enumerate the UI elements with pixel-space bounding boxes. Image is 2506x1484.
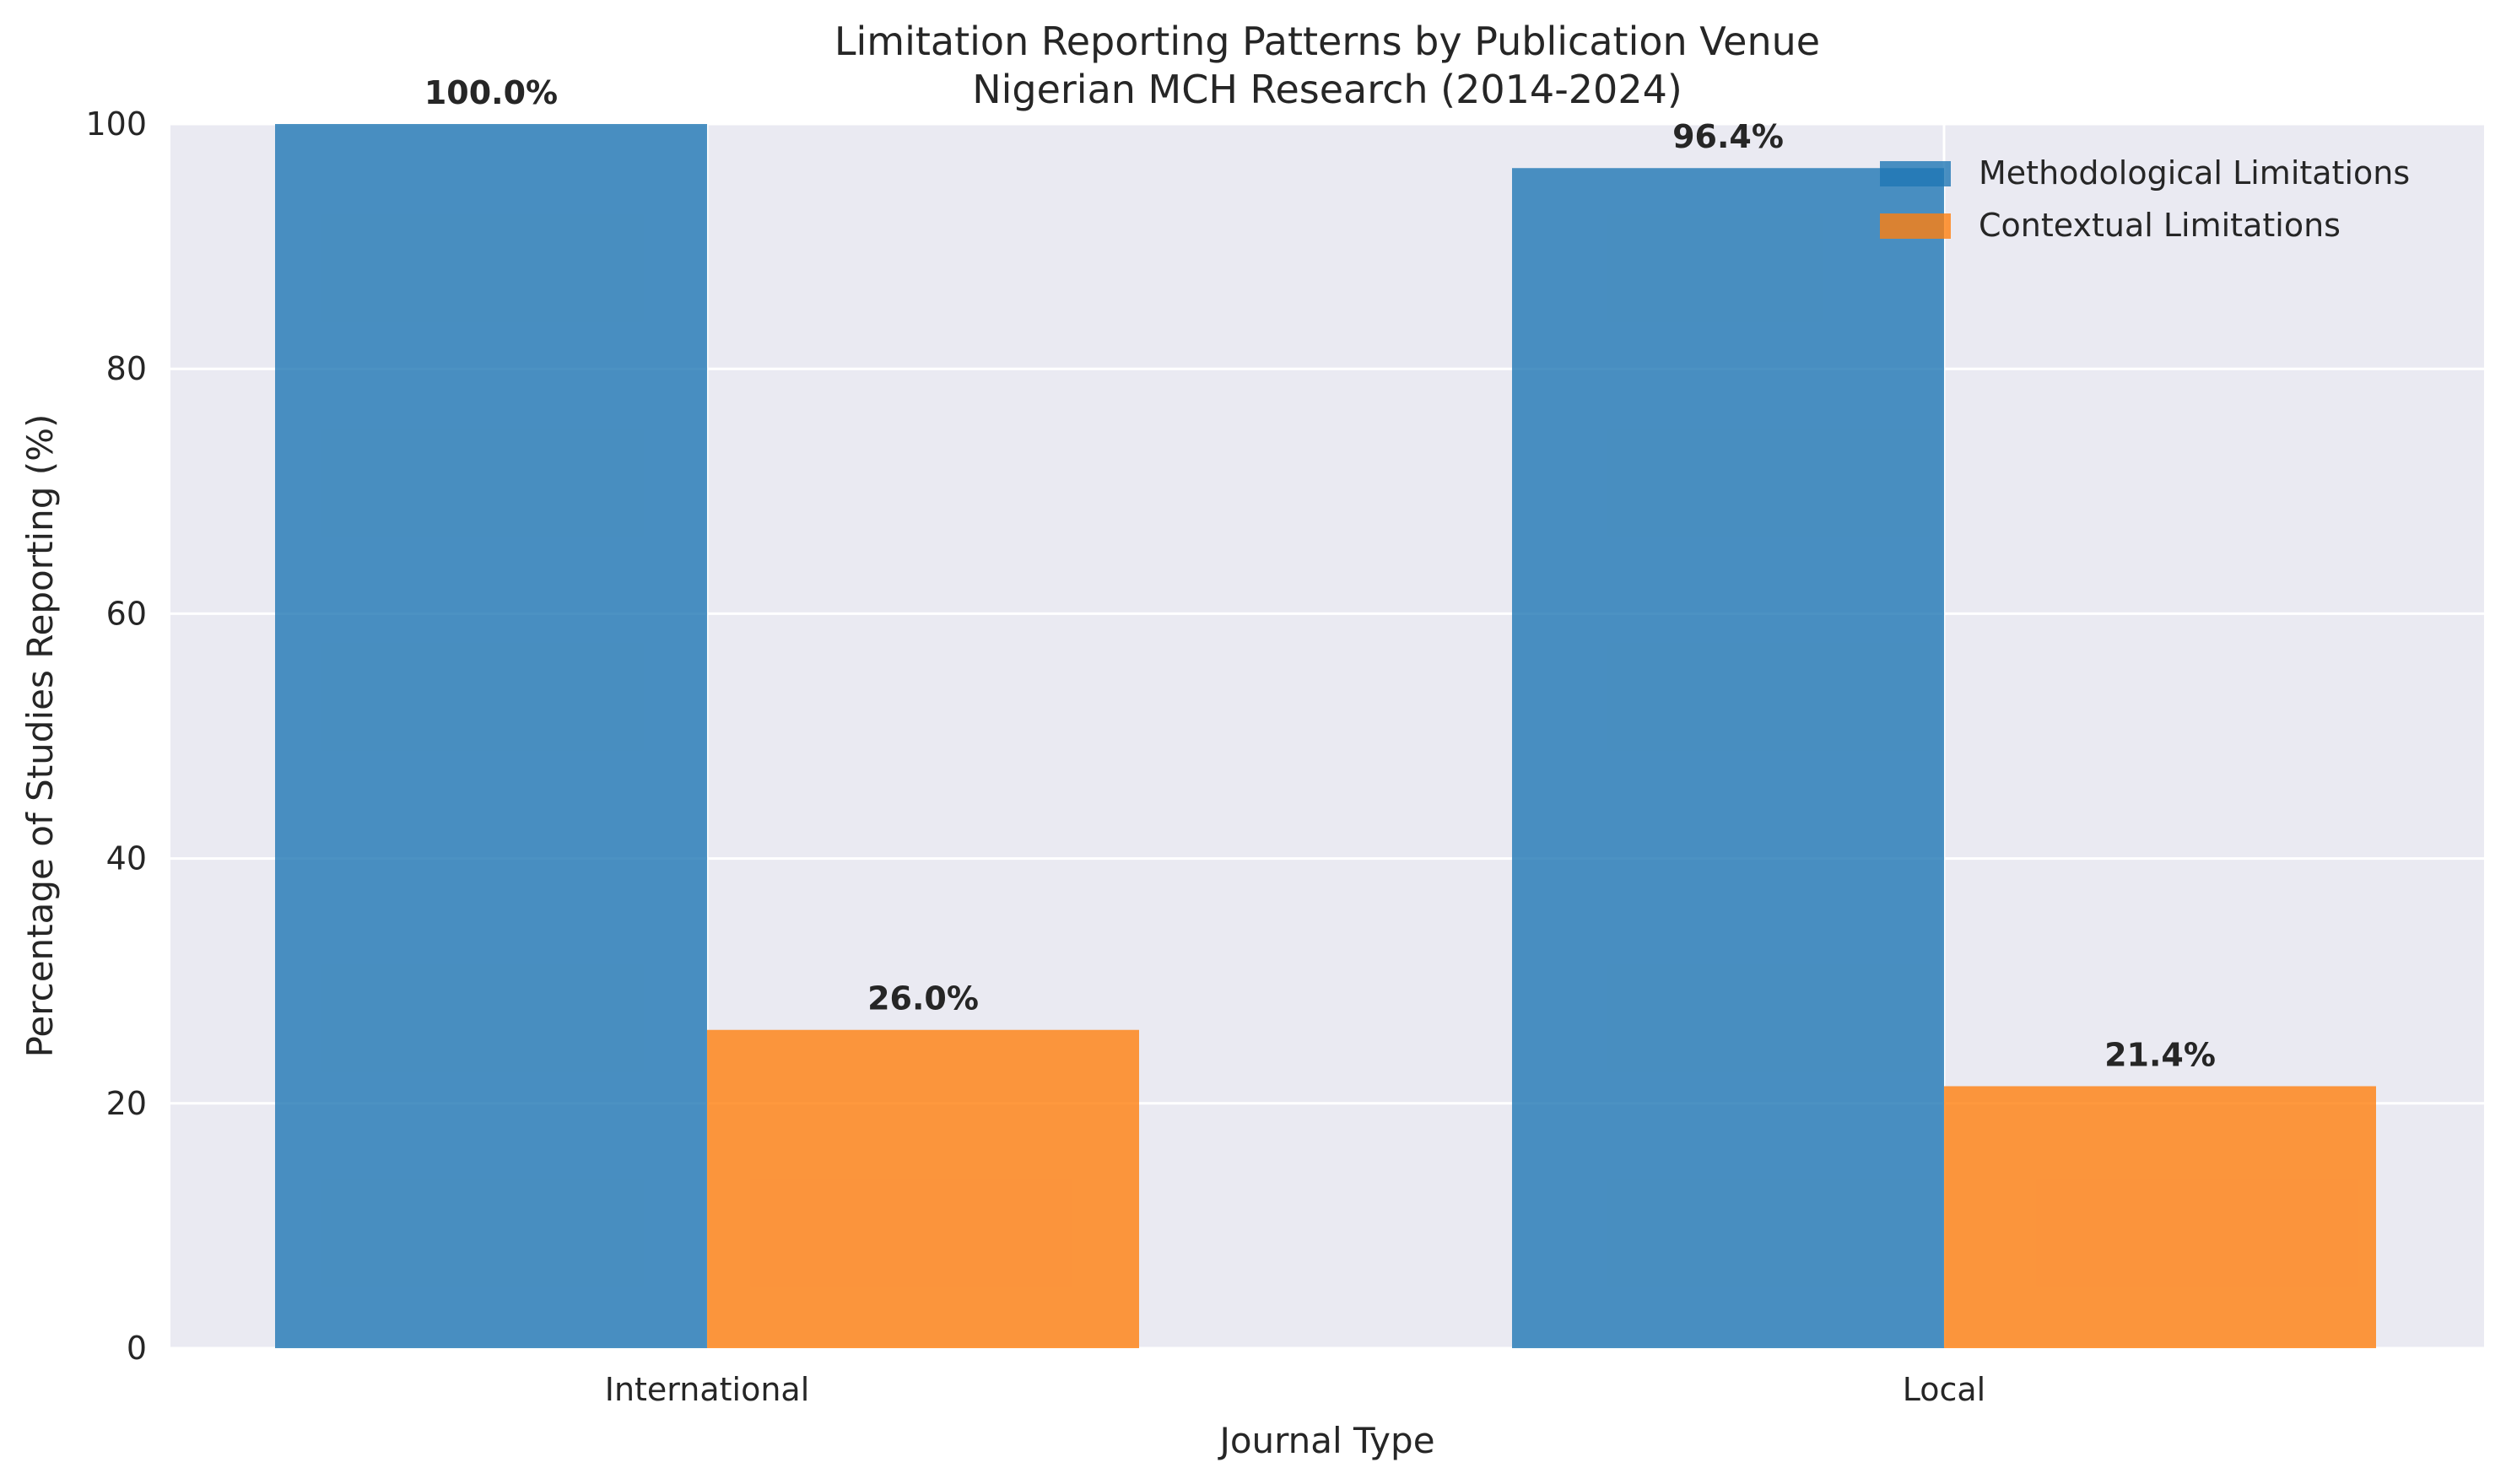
legend-label-contextual: Contextual Limitations: [1979, 207, 2341, 244]
chart-subtitle: Nigerian MCH Research (2014-2024): [972, 67, 1682, 112]
legend-swatch-contextual: [1880, 213, 1951, 239]
x-tick-label: International: [605, 1371, 810, 1408]
y-axis-label: Percentage of Studies Reporting (%): [19, 414, 61, 1058]
bar-contextual-limitations-local: [1944, 1086, 2376, 1348]
chart-title: Limitation Reporting Patterns by Publica…: [834, 19, 1820, 64]
bar-methodological-limitations-local: [1512, 168, 1944, 1349]
x-tick-label: Local: [1903, 1371, 1986, 1408]
legend-swatch-methodological: [1880, 161, 1951, 186]
data-label: 21.4%: [2104, 1036, 2216, 1073]
y-tick-label: 0: [127, 1330, 147, 1367]
data-label: 100.0%: [424, 74, 558, 111]
y-tick-label: 40: [106, 840, 147, 877]
data-labels: 100.0% 96.4% 26.0% 21.4%: [424, 74, 2216, 1073]
data-label: 96.4%: [1672, 118, 1784, 155]
y-tick-label: 100: [85, 105, 147, 143]
x-axis-label: Journal Type: [1217, 1420, 1434, 1461]
y-tick-label: 20: [106, 1085, 147, 1122]
bar-methodological-limitations-international: [275, 124, 707, 1348]
y-tick-label: 80: [106, 350, 147, 387]
y-tick-label: 60: [106, 595, 147, 632]
ticks: 0 20 40 60 80 100 International Local: [85, 105, 1985, 1408]
legend: Methodological Limitations Contextual Li…: [1880, 154, 2410, 244]
legend-label-methodological: Methodological Limitations: [1979, 154, 2410, 192]
bar-contextual-limitations-international: [707, 1029, 1139, 1348]
bars: [275, 124, 2376, 1349]
data-label: 26.0%: [867, 980, 979, 1017]
